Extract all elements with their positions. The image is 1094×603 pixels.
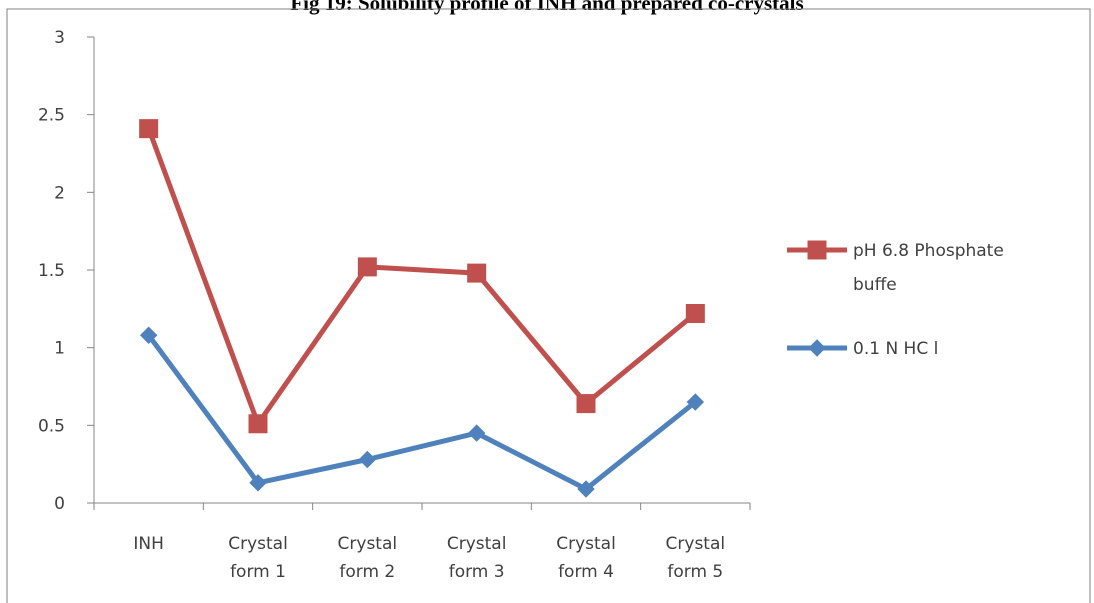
data-point	[139, 119, 159, 139]
legend-label: 0.1 N HC l	[853, 339, 938, 359]
y-tick-label: 3	[54, 28, 65, 48]
x-category-label: Crystal form 3	[447, 534, 507, 582]
data-point	[576, 394, 596, 414]
x-category-label-line: form 2	[339, 562, 395, 582]
x-category-label: Crystal form 1	[228, 534, 288, 582]
series-line	[146, 127, 697, 427]
y-tick-label: 2	[54, 183, 65, 203]
x-category-label-line: Crystal	[228, 534, 288, 554]
y-tick-label: 0	[54, 494, 65, 514]
chart-frame	[6, 8, 1091, 603]
x-category-label-line: form 4	[558, 562, 614, 582]
data-point	[139, 326, 158, 344]
x-category-label-line: Crystal	[666, 534, 726, 554]
data-point	[577, 480, 595, 498]
legend-label: pH 6.8 Phosphate buffe	[853, 241, 1004, 295]
x-category-label-line: form 1	[230, 562, 286, 582]
x-category-label: Crystal form 2	[338, 534, 398, 582]
data-point	[467, 263, 487, 283]
x-category-label-line: Crystal	[338, 534, 398, 554]
series-lines	[139, 119, 705, 498]
x-category-label-line: Crystal	[556, 534, 616, 554]
y-tick-label: 1.5	[38, 261, 65, 281]
series-phosphate-buffer	[139, 119, 705, 434]
legend-entry: pH 6.8 Phosphate buffe	[787, 240, 1004, 295]
legend-swatch-marker	[807, 240, 827, 260]
legend-label-line: buffe	[853, 275, 897, 295]
data-point	[358, 450, 377, 469]
data-point	[467, 424, 486, 442]
data-point	[686, 393, 705, 411]
figure-title: Fig 19: Solubility profile of INH and pr…	[290, 0, 804, 15]
series-line	[146, 333, 697, 492]
y-tick-label: 1	[54, 339, 65, 359]
legend: pH 6.8 Phosphate buffe 0.1 N HC l	[787, 240, 1004, 359]
data-point	[685, 303, 705, 323]
x-category-label-line: form 5	[667, 562, 723, 582]
x-category-label: INH	[133, 534, 164, 554]
x-category-label: Crystal form 5	[666, 534, 726, 582]
legend-label-line: 0.1 N HC l	[853, 339, 938, 359]
legend-entry: 0.1 N HC l	[787, 339, 938, 359]
legend-label-line: pH 6.8 Phosphate	[853, 241, 1004, 261]
x-category-label-line: form 3	[449, 562, 505, 582]
x-category-label: Crystal form 4	[556, 534, 616, 582]
x-category-label-line: Crystal	[447, 534, 507, 554]
series-hcl	[139, 326, 705, 498]
axes: 0 0.5 1 1.5 2 2.5 3 INH Crystal form 1 Crystal form…	[38, 28, 751, 582]
data-point	[249, 474, 267, 492]
y-tick-label: 0.5	[38, 416, 65, 436]
x-category-label-line: INH	[133, 534, 164, 554]
data-point	[248, 414, 268, 434]
legend-swatch-marker	[808, 339, 826, 357]
y-tick-label: 2.5	[38, 106, 65, 126]
data-point	[357, 257, 377, 277]
